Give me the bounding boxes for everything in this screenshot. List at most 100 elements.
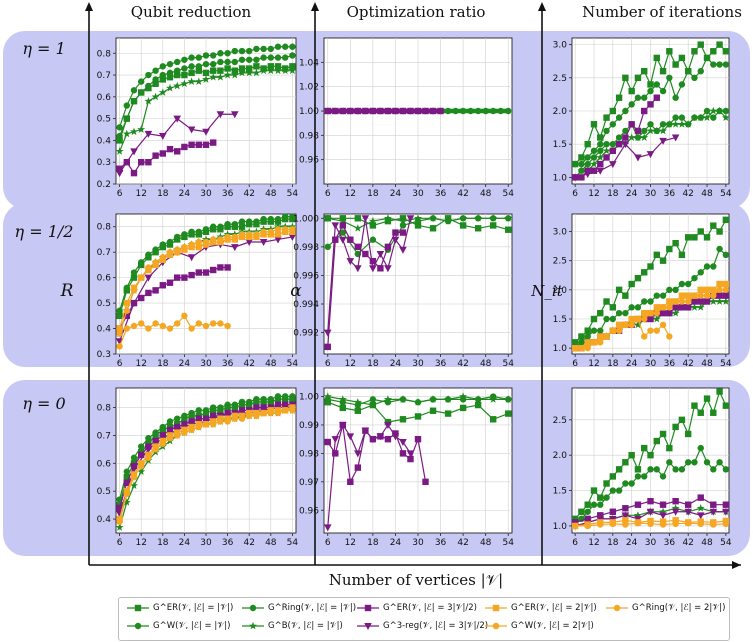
- data-point: [282, 226, 289, 233]
- data-point: [274, 236, 282, 244]
- data-point: [369, 257, 377, 265]
- y-tick-label: 1.0: [553, 344, 568, 354]
- data-point: [590, 327, 598, 334]
- data-point: [188, 271, 195, 279]
- data-point: [181, 243, 188, 251]
- series-5: [115, 111, 239, 178]
- data-point: [609, 327, 617, 334]
- legend: G^ER(𝒱, |ℰ| = |𝒱|) G^Ring(𝒱, |ℰ| = |𝒱|) G^…: [118, 597, 730, 641]
- data-point: [224, 50, 231, 57]
- legend-marker: [364, 623, 372, 630]
- data-point: [659, 430, 667, 438]
- data-point: [174, 246, 181, 253]
- data-point: [578, 160, 585, 168]
- series-0: [571, 216, 730, 346]
- data-point: [634, 74, 642, 82]
- data-point: [338, 395, 347, 403]
- data-point: [634, 473, 642, 480]
- data-point: [722, 61, 730, 68]
- data-point: [152, 67, 159, 74]
- y-tick-label: 0.6: [97, 459, 112, 469]
- data-point: [697, 298, 704, 305]
- y-tick-label: 1.0: [553, 173, 568, 183]
- series-4: [323, 421, 415, 532]
- data-point: [596, 153, 605, 161]
- data-point: [123, 115, 130, 122]
- data-point: [238, 68, 246, 77]
- data-point: [659, 137, 667, 145]
- data-point: [602, 146, 611, 155]
- data-point: [152, 437, 159, 445]
- data-point: [710, 292, 717, 299]
- data-point: [123, 468, 130, 475]
- data-point: [603, 480, 610, 487]
- data-point: [710, 114, 717, 121]
- legend-label: G^W(𝒱, |ℰ| = |𝒱|): [153, 621, 231, 631]
- data-point: [231, 58, 238, 66]
- x-tick-label: 24: [626, 538, 638, 548]
- data-point: [138, 89, 145, 96]
- data-point: [690, 113, 699, 122]
- data-point: [597, 147, 604, 155]
- x-tick-label: 42: [243, 189, 254, 199]
- data-point: [383, 214, 392, 222]
- data-point: [246, 398, 253, 406]
- legend-item-ring_2v: G^Ring(𝒱, |ℰ| = 2|𝒱|): [606, 603, 726, 613]
- data-point: [274, 409, 282, 417]
- data-point: [716, 292, 723, 299]
- data-point: [590, 339, 598, 346]
- data-point: [671, 508, 680, 516]
- data-point: [641, 127, 648, 135]
- data-point: [716, 228, 723, 235]
- data-point: [166, 426, 174, 434]
- legend-item-ring_v: G^Ring(𝒱, |ℰ| = |𝒱|): [242, 603, 356, 613]
- data-point: [159, 71, 166, 79]
- data-point: [597, 160, 604, 168]
- data-point: [578, 344, 585, 352]
- data-point: [398, 395, 407, 403]
- data-point: [640, 133, 649, 141]
- series-1: [116, 43, 296, 131]
- data-point: [267, 54, 274, 61]
- panel-4: 6 12 18 24 30 36 42 48 54 0.992 0.994 0.996 0.998 1.0…: [293, 213, 514, 369]
- data-point: [677, 120, 686, 128]
- x-tick-label: 12: [588, 538, 599, 548]
- x-tick-label: 30: [645, 538, 657, 548]
- x-tick-label: 6: [572, 189, 578, 199]
- x-tick-label: 54: [287, 189, 299, 199]
- data-point: [123, 307, 130, 314]
- data-point: [672, 423, 679, 431]
- data-point: [152, 320, 159, 327]
- data-point: [652, 126, 661, 135]
- data-point: [647, 520, 654, 528]
- panel-3: 6 12 18 24 30 36 42 48 54 0.3 0.4 0.5 0.6 0.7 0.8: [97, 213, 298, 369]
- data-point: [722, 48, 730, 55]
- data-point: [210, 421, 217, 428]
- x-tick-label: 18: [367, 189, 379, 199]
- data-point: [384, 265, 392, 273]
- data-point: [253, 412, 260, 420]
- y-tick-label: 0.97: [299, 478, 319, 488]
- data-point: [145, 71, 152, 79]
- legend-swatch: [242, 604, 264, 612]
- data-point: [324, 438, 331, 446]
- y-tick-label: 1.00: [299, 107, 319, 117]
- data-point: [123, 474, 130, 481]
- data-point: [414, 107, 422, 115]
- data-point: [609, 140, 617, 148]
- data-point: [609, 161, 617, 169]
- data-point: [267, 395, 274, 403]
- data-point: [216, 73, 225, 81]
- data-point: [505, 107, 512, 115]
- data-point: [202, 322, 210, 330]
- y-tick-label: 0.996: [293, 271, 319, 281]
- data-point: [672, 466, 679, 473]
- column-title-iterations: Number of iterations: [582, 3, 742, 21]
- data-point: [628, 121, 635, 128]
- data-point: [641, 107, 648, 115]
- x-tick-label: 42: [243, 538, 254, 548]
- data-point: [703, 234, 711, 241]
- data-point: [230, 70, 239, 79]
- data-point: [224, 233, 231, 241]
- data-point: [571, 160, 579, 168]
